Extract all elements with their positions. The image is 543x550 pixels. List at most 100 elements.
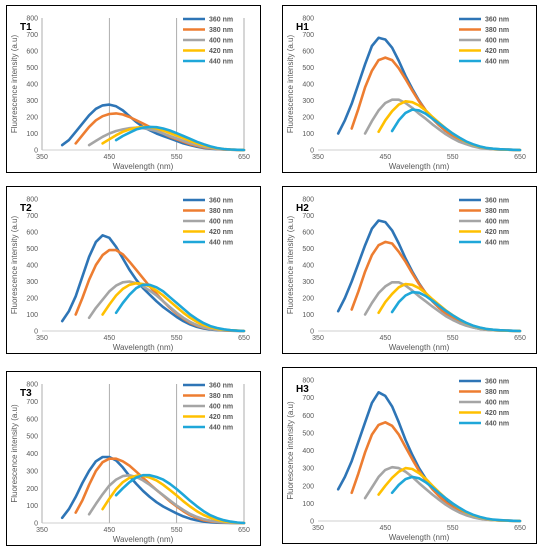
panel-title: T1 — [20, 22, 32, 33]
x-tick-label: 650 — [238, 527, 250, 534]
legend-entry: 360 nm — [485, 17, 509, 24]
panel-title: H1 — [296, 22, 309, 33]
x-tick-label: 650 — [514, 154, 526, 161]
legend-entry: 420 nm — [209, 414, 233, 421]
legend-entry: 400 nm — [485, 38, 509, 45]
chart-h1: 0 100 200 300 400 500 600 700 800 350 450 550 650 Wav… — [286, 16, 526, 172]
legend-entry: 400 nm — [485, 219, 509, 226]
y-tick-label: 600 — [26, 230, 38, 237]
y-tick-label: 700 — [26, 399, 38, 406]
legend-entry: 380 nm — [209, 27, 233, 34]
x-tick-label: 350 — [36, 154, 48, 161]
x-tick-label: 350 — [36, 335, 48, 342]
y-tick-label: 200 — [302, 115, 314, 122]
y-tick-label: 200 — [302, 296, 314, 303]
x-tick-label: 350 — [312, 335, 324, 342]
legend-entry: 440 nm — [485, 421, 509, 428]
y-tick-label: 800 — [26, 197, 38, 204]
legend-entry: 420 nm — [485, 48, 509, 55]
y-tick-label: 400 — [302, 448, 314, 455]
y-tick-label: 800 — [302, 16, 314, 23]
chart-h2: 0 100 200 300 400 500 600 700 800 350 450 550 650 Wav… — [286, 197, 526, 353]
y-axis-title: Fluorescence intensity (a.u) — [10, 35, 19, 134]
legend-entry: 440 nm — [209, 425, 233, 432]
y-tick-label: 600 — [26, 416, 38, 423]
y-tick-label: 800 — [26, 382, 38, 389]
x-axis-title: Wavelength (nm) — [389, 343, 450, 352]
x-tick-label: 450 — [379, 525, 391, 532]
x-tick-label: 650 — [238, 154, 250, 161]
chart-panel-t2: 0 100 200 300 400 500 600 700 800 350 450 550 650 Wav… — [6, 186, 261, 354]
legend-entry: 360 nm — [209, 198, 233, 205]
series-line-380-nm — [74, 457, 246, 525]
y-tick-label: 100 — [302, 501, 314, 508]
y-tick-label: 400 — [26, 263, 38, 270]
y-tick-label: 0 — [34, 329, 38, 336]
x-tick-label: 550 — [171, 335, 183, 342]
y-axis-title: Fluorescence intensity (a.u) — [286, 401, 295, 500]
x-axis-title: Wavelength (nm) — [113, 535, 174, 544]
legend-entry: 440 nm — [485, 240, 509, 247]
legend-entry: 440 nm — [209, 240, 233, 247]
chart-t1: 0 100 200 300 400 500 600 700 800 350 450 550 650 Wav… — [10, 16, 250, 172]
x-tick-label: 350 — [36, 527, 48, 534]
x-tick-label: 650 — [514, 335, 526, 342]
chart-h3: 0 100 200 300 400 500 600 700 800 350 450 550 650 Wav… — [286, 378, 526, 543]
x-tick-label: 550 — [171, 154, 183, 161]
y-axis-title: Fluorescence intensity (a.u) — [10, 404, 19, 503]
y-axis-title: Fluorescence intensity (a.u) — [10, 216, 19, 315]
chart-panel-h1: 0 100 200 300 400 500 600 700 800 350 450 550 650 Wav… — [282, 5, 537, 173]
legend-entry: 360 nm — [485, 198, 509, 205]
y-tick-label: 600 — [302, 49, 314, 56]
series-line-440-nm — [114, 283, 246, 333]
y-tick-label: 0 — [310, 519, 314, 526]
y-tick-label: 300 — [26, 98, 38, 105]
x-tick-label: 450 — [103, 154, 115, 161]
series-line-400-nm — [87, 473, 246, 525]
y-tick-label: 400 — [26, 451, 38, 458]
series-line-440-nm — [114, 125, 246, 152]
x-tick-label: 350 — [312, 154, 324, 161]
x-tick-label: 450 — [379, 335, 391, 342]
y-tick-label: 300 — [302, 466, 314, 473]
y-tick-label: 0 — [34, 148, 38, 155]
x-tick-label: 550 — [447, 154, 459, 161]
legend-entry: 420 nm — [485, 410, 509, 417]
x-tick-label: 450 — [379, 154, 391, 161]
series-line-380-nm — [350, 420, 522, 523]
y-tick-label: 700 — [302, 32, 314, 39]
x-tick-label: 450 — [103, 335, 115, 342]
panel-title: T2 — [20, 203, 32, 214]
y-tick-label: 100 — [302, 312, 314, 319]
legend-entry: 360 nm — [209, 383, 233, 390]
legend-entry: 440 nm — [209, 59, 233, 66]
y-tick-label: 0 — [310, 329, 314, 336]
legend-entry: 400 nm — [209, 219, 233, 226]
legend-entry: 380 nm — [485, 389, 509, 396]
y-tick-label: 0 — [34, 521, 38, 528]
legend-entry: 360 nm — [209, 17, 233, 24]
y-tick-label: 100 — [26, 312, 38, 319]
x-tick-label: 550 — [171, 527, 183, 534]
y-tick-label: 600 — [26, 49, 38, 56]
x-axis-title: Wavelength (nm) — [389, 533, 450, 542]
y-tick-label: 500 — [302, 246, 314, 253]
legend-entry: 380 nm — [485, 27, 509, 34]
chart-panel-h3: 0 100 200 300 400 500 600 700 800 350 450 550 650 Wav… — [282, 367, 537, 544]
legend-entry: 400 nm — [209, 38, 233, 45]
series-line-440-nm — [114, 473, 246, 525]
series-line-420-nm — [101, 474, 246, 525]
x-axis-title: Wavelength (nm) — [113, 162, 174, 171]
series-line-420-nm — [101, 281, 246, 333]
y-tick-label: 700 — [302, 395, 314, 402]
series-line-440-nm — [390, 290, 522, 333]
legend-entry: 360 nm — [485, 379, 509, 386]
legend-entry: 400 nm — [209, 404, 233, 411]
x-axis-title: Wavelength (nm) — [113, 343, 174, 352]
y-tick-label: 700 — [26, 32, 38, 39]
y-tick-label: 700 — [26, 213, 38, 220]
y-tick-label: 400 — [26, 82, 38, 89]
legend-entry: 380 nm — [209, 208, 233, 215]
y-tick-label: 100 — [26, 503, 38, 510]
series-line-420-nm — [377, 466, 522, 523]
